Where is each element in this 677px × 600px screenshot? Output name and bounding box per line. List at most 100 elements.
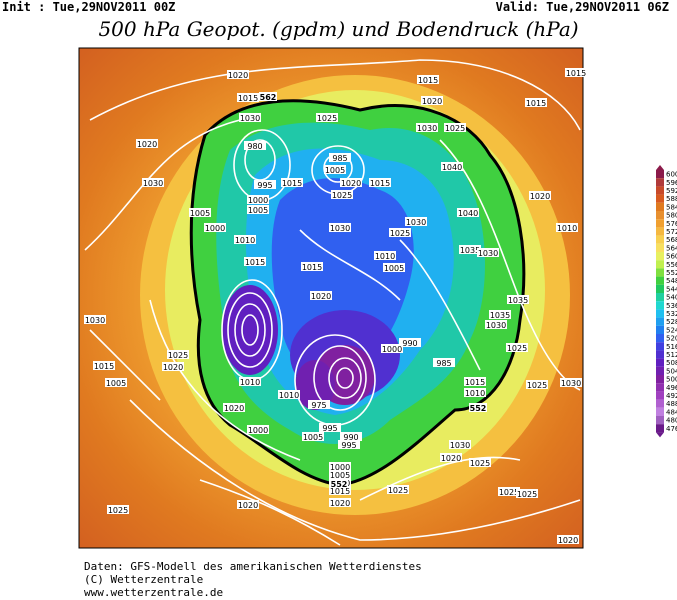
colorbar-label: 476 <box>666 425 677 433</box>
colorbar-swatch <box>656 399 664 408</box>
isobar-label: 1015 <box>302 263 322 272</box>
label-bg <box>489 310 511 319</box>
isobar-label: 990 <box>402 339 417 348</box>
isobar-label: 1010 <box>240 378 260 387</box>
isobar-label: 1005 <box>248 206 268 215</box>
zone <box>222 285 278 375</box>
map-field <box>79 48 583 548</box>
colorbar-swatch <box>656 194 664 203</box>
label-bg <box>556 223 578 232</box>
label-bg <box>329 223 351 232</box>
isobar-label: 1025 <box>390 229 410 238</box>
isobar-label: 1025 <box>332 191 352 200</box>
isobar-label: 995 <box>322 424 337 433</box>
colorbar-cap <box>656 165 664 170</box>
label-bg <box>449 440 471 449</box>
map-frame <box>78 47 584 549</box>
colorbar-swatch <box>656 202 664 211</box>
isobar-label: 1040 <box>442 163 462 172</box>
isobar-label: 1000 <box>248 196 268 205</box>
colorbar-label: 492 <box>666 392 677 400</box>
label-bg <box>340 178 362 187</box>
isobar-label: 1020 <box>224 404 244 413</box>
isobar-label: 1030 <box>330 224 350 233</box>
label-bg <box>459 245 481 254</box>
label-bg <box>485 320 507 329</box>
colorbar-swatch <box>656 219 664 228</box>
colorbar-label: 540 <box>666 294 677 302</box>
colorbar-swatch <box>656 227 664 236</box>
label-bg <box>247 195 269 204</box>
isobar-label: 1015 <box>418 76 438 85</box>
colorbar-label: 580 <box>666 212 677 220</box>
label-bg <box>399 338 421 347</box>
isobar-label: 1010 <box>279 391 299 400</box>
colorbar-swatch <box>656 260 664 269</box>
isobar-label: 1015 <box>238 94 258 103</box>
label-bg <box>441 162 463 171</box>
colorbar-label: 564 <box>666 244 677 252</box>
colorbar-label: 568 <box>666 236 677 244</box>
label-bg <box>506 343 528 352</box>
isobar-label: 975 <box>311 401 326 410</box>
isobar-label: 1020 <box>530 192 550 201</box>
label-bg <box>387 485 409 494</box>
label-bg <box>331 190 353 199</box>
isobar-label: 1020 <box>163 363 183 372</box>
isobar-label: 985 <box>332 154 347 163</box>
init-time: Init : Tue,29NOV2011 00Z <box>2 0 176 14</box>
isobar-label: 1025 <box>470 459 490 468</box>
label-bg <box>329 462 351 471</box>
label-bg <box>560 378 582 387</box>
isobar-label: 995 <box>257 181 272 190</box>
footer-line: Daten: GFS-Modell des amerikanischen Wet… <box>84 560 422 573</box>
colorbar-cap <box>656 432 664 438</box>
label-bg <box>189 208 211 217</box>
colorbar-label: 512 <box>666 351 677 359</box>
colorbar-swatch <box>656 211 664 220</box>
label-bg <box>301 262 323 271</box>
label-bg <box>444 123 466 132</box>
colorbar-label: 532 <box>666 310 677 318</box>
map-title: 500 hPa Geopot. (gpdm) und Bodendruck (h… <box>98 17 579 41</box>
label-bg <box>142 178 164 187</box>
label-bg <box>417 75 439 84</box>
label-bg <box>167 350 189 359</box>
isobar-label: 1030 <box>143 179 163 188</box>
colorbar-label: 516 <box>666 343 677 351</box>
isobar-label: 1015 <box>330 487 350 496</box>
label-bg <box>84 315 106 324</box>
isobar-label: 1030 <box>417 124 437 133</box>
label-bg <box>421 96 443 105</box>
label-bg <box>239 113 261 122</box>
colorbar-label: 520 <box>666 335 677 343</box>
label-bg <box>237 93 259 102</box>
isobar-label: 1015 <box>94 362 114 371</box>
isobar-label: 1030 <box>478 249 498 258</box>
isobar-label: 1000 <box>330 463 350 472</box>
isobar-label: 1025 <box>499 488 519 497</box>
isobar-label: 1035 <box>460 246 480 255</box>
colorbar-label: 544 <box>666 285 677 293</box>
isobar-label: 1020 <box>311 292 331 301</box>
colorbar-swatch <box>656 391 664 400</box>
label-bg <box>105 378 127 387</box>
label-bg <box>440 453 462 462</box>
isobar-label: 990 <box>343 433 358 442</box>
label-bg <box>507 295 529 304</box>
colorbar-label: 588 <box>666 195 677 203</box>
label-bg <box>227 70 249 79</box>
footer-line: www.wetterzentrale.de <box>84 586 224 599</box>
label-bg <box>405 217 427 226</box>
label-bg <box>93 361 115 370</box>
label-bg <box>383 263 405 272</box>
isobar-label: 1015 <box>526 99 546 108</box>
label-bg <box>316 113 338 122</box>
label-bg <box>329 470 351 479</box>
height-label: 562 <box>260 93 277 102</box>
isobar-label: 1000 <box>382 345 402 354</box>
colorbar-label: 484 <box>666 408 677 416</box>
valid-time: Valid: Tue,29NOV2011 06Z <box>495 0 669 14</box>
isobar-label: 1020 <box>558 536 578 545</box>
